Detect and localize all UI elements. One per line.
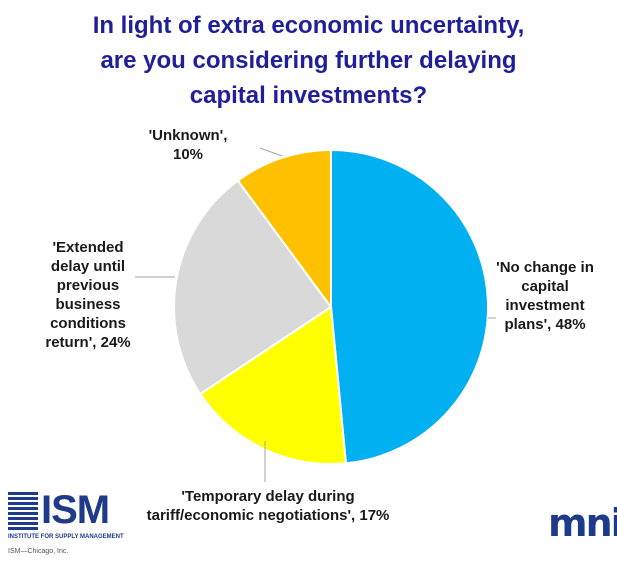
slice-extended-delay — [173, 179, 333, 396]
slice-label-line: previous — [57, 277, 120, 294]
ism-emblem — [8, 492, 38, 532]
slice-label-line: return', 24% — [45, 334, 130, 351]
slice-label-line: capital — [521, 278, 569, 295]
slice-label-line: delay until — [51, 258, 125, 275]
ism-logo-text: ISM — [41, 488, 110, 532]
slice-no-change — [330, 148, 489, 465]
ism-chapter-text: ISM—Chicago, Inc. — [8, 548, 69, 555]
title-line-1: In light of extra economic uncertainty, — [92, 12, 525, 39]
ism-logo: ISM INSTITUTE FOR SUPPLY MANAGEMENT ISM—… — [8, 488, 124, 558]
slice-label: 'Extended delay until previous business cond… — [45, 239, 130, 351]
title-line-3: capital investments? — [189, 82, 428, 109]
slice-label-line: plans', 48% — [504, 316, 585, 333]
leader-line — [259, 147, 283, 157]
slice-label-line: tariff/economic negotiations', 17% — [147, 507, 390, 524]
ism-logo-subtitle: INSTITUTE FOR SUPPLY MANAGEMENT — [8, 534, 124, 540]
mni-logo: mni — [548, 501, 617, 545]
slice-label-line: 'No change in — [496, 259, 594, 276]
slice-label-line: 'Temporary delay during — [181, 488, 354, 505]
slice-unknown — [236, 148, 332, 311]
slice-label: 'Temporary delay during tariff/economic n… — [147, 488, 390, 524]
slice-label-line: conditions — [50, 315, 126, 332]
title-line-2: are you considering further delaying — [100, 47, 517, 74]
chart-title: In light of extra economic uncertainty, … — [0, 8, 617, 113]
slice-label-line: 'Unknown', — [149, 127, 228, 144]
slice-label-line: business — [55, 296, 120, 313]
slice-label: 'Unknown', 10% — [149, 127, 228, 163]
slice-label-line: investment — [505, 297, 584, 314]
slice-temporary-delay — [198, 305, 348, 465]
slice-label-line: 10% — [173, 146, 203, 163]
slice-label-line: 'Extended — [52, 239, 123, 256]
slice-label: 'No change in capital investment plans', 48… — [496, 259, 594, 333]
